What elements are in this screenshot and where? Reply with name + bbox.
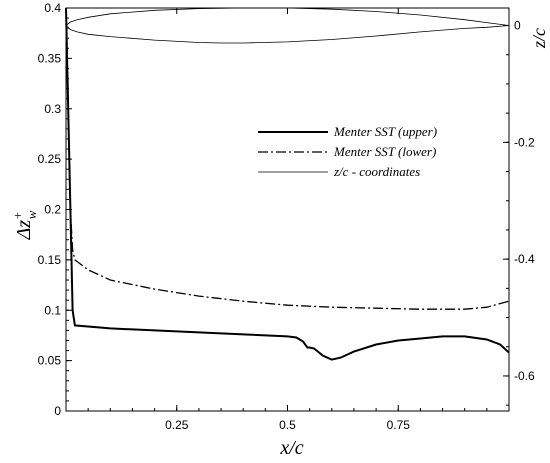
y-axis-title-right-text: z/c [529,28,549,49]
axis-ticks: 0.25 0.5 0.75 0 0.05 0.1 0.15 0.2 0.25 0.3 0.35 0.4… [38,1,535,432]
series-line-0 [65,7,510,361]
x-tick-label: 0.5 [279,418,296,432]
legend-label-upper: Menter SST (upper) [333,124,437,139]
legend: Menter SST (upper) Menter SST (lower) z/… [258,124,437,179]
y-right-tick-label: -0.6 [514,369,535,383]
y-left-tick-label: 0.2 [44,203,61,217]
plot-frame [65,7,510,412]
y-left-tick-label: 0.05 [38,354,62,368]
series-layer [65,7,510,361]
x-tick-label: 0.75 [387,418,411,432]
y-left-tick-label: 0.4 [44,1,61,15]
y-right-tick-label: -0.4 [514,252,535,266]
y-left-tick-label: 0.25 [38,152,62,166]
y-left-tick-label: 0.15 [38,253,62,267]
y-axis-title-left: Δz+w [10,210,39,240]
y-axis-title-right: z/c [529,28,549,49]
y-left-tick-label: 0 [54,404,61,418]
series-line-1 [65,7,510,310]
y-right-tick-label: 0 [514,19,521,33]
y-left-tick-label: 0.3 [44,102,61,116]
legend-label-lower: Menter SST (lower) [333,144,436,159]
x-axis-title: x/c [279,437,303,459]
y-axis-title-sup: + [10,211,25,220]
y-axis-title-base: Δz [13,220,35,241]
y-left-tick-label: 0.1 [44,303,61,317]
series-line-2 [65,7,510,44]
y-right-tick-label: -0.2 [514,135,535,149]
y-left-tick-label: 0.35 [38,51,62,65]
svg-text:Δz+w: Δz+w [10,210,39,240]
legend-label-coordinates: z/c - coordinates [333,164,420,179]
plot-area [65,7,510,412]
x-tick-label: 0.25 [165,418,189,432]
y-axis-title-sub: w [24,210,39,219]
